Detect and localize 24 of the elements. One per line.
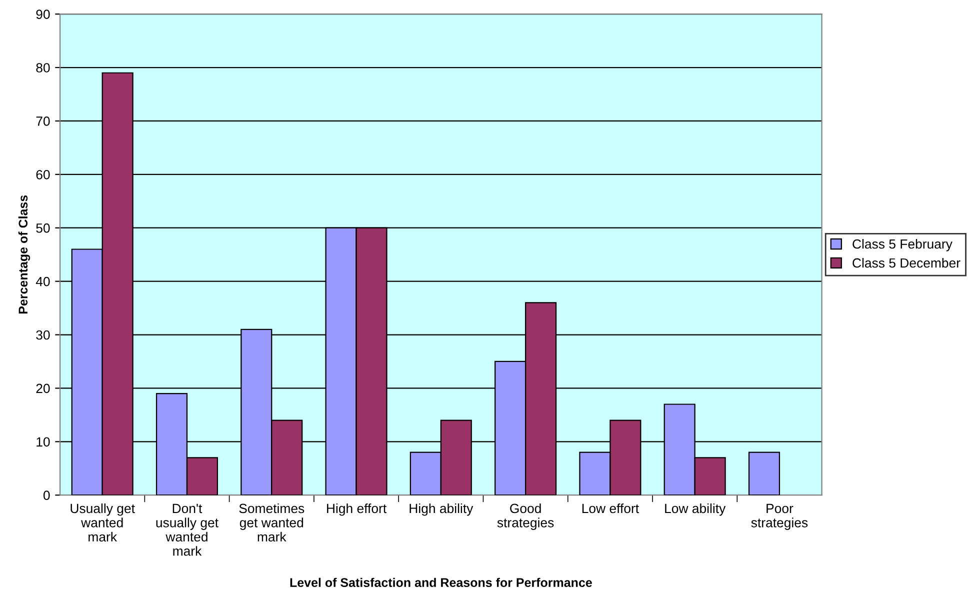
y-tick-label: 80	[36, 63, 50, 72]
x-tick-label: Usually get wanted mark	[70, 503, 135, 542]
legend-label: Class 5 February	[852, 238, 952, 252]
y-tick-label: 40	[36, 276, 50, 286]
x-axis-title: Level of Satisfaction and Reasons for Performance	[290, 578, 592, 588]
legend-label: Class 5 December	[852, 258, 960, 268]
x-tick-label: Good strategies	[497, 503, 554, 530]
x-tick-label: Low ability	[665, 503, 726, 516]
bar	[748, 452, 780, 496]
y-tick-label: 30	[36, 330, 50, 340]
y-tick-label: 90	[36, 10, 50, 19]
x-tick-label: Poor strategies	[751, 504, 808, 530]
x-tick-label: High ability	[410, 503, 474, 516]
x-tick-label: Sometimes get wanted mark	[239, 503, 304, 542]
y-tick-label: 50	[36, 223, 50, 233]
y-axis-title: Percentage of Class	[18, 195, 30, 314]
x-tick-label: High effort	[327, 503, 386, 516]
x-tick-label: Low effort	[582, 503, 639, 514]
y-tick-label: 10	[36, 437, 50, 447]
y-tick-label: 70	[36, 116, 50, 126]
x-tick-label: Don't usually get wanted mark	[156, 504, 218, 556]
y-tick-label: 0	[43, 490, 50, 500]
y-tick-label: 20	[36, 384, 50, 394]
y-tick-label: 60	[36, 170, 50, 180]
